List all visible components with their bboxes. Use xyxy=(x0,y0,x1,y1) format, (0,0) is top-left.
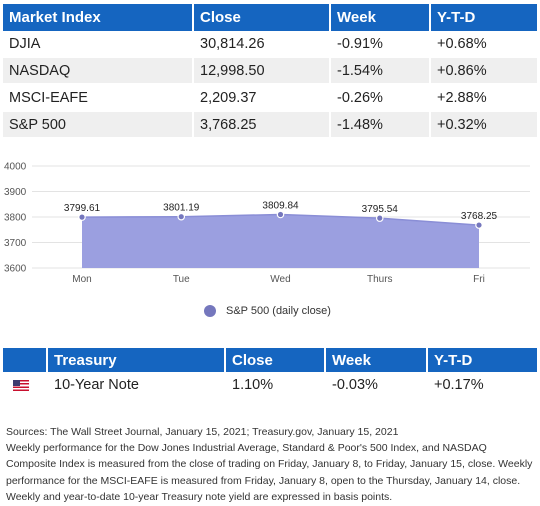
chart-area xyxy=(81,213,480,268)
x-tick-label: Tue xyxy=(173,274,190,285)
sources-note: Sources: The Wall Street Journal, Januar… xyxy=(6,426,399,438)
index-close: 12,998.50 xyxy=(193,57,331,85)
y-tick-label: 3600 xyxy=(4,264,27,275)
treasury-table-header: Treasury Close Week Y-T-D xyxy=(3,348,537,372)
data-point xyxy=(78,213,86,221)
data-point xyxy=(475,221,483,229)
index-week: -1.54% xyxy=(330,57,431,85)
index-ytd: +2.88% xyxy=(430,84,537,112)
treasury-close: 1.10% xyxy=(225,372,326,398)
data-point xyxy=(375,214,384,222)
data-label: 3799.61 xyxy=(64,203,101,214)
x-tick-label: Fri xyxy=(473,274,485,285)
index-ytd: +0.68% xyxy=(430,31,537,58)
header-market-index: Market Index xyxy=(3,4,194,31)
table-row: S&P 500 3,768.25 -1.48% +0.32% xyxy=(3,111,537,139)
sp500-area-chart: 3600 3700 3800 3900 4000 3799.61 Mon 3801.19 Tue… xyxy=(4,162,530,286)
x-tick-label: Wed xyxy=(270,274,290,285)
header-close: Close xyxy=(225,348,326,372)
y-tick-label: 3800 xyxy=(4,213,27,224)
treasury-table: Treasury Close Week Y-T-D 10-Year Note 1… xyxy=(3,348,537,398)
index-name: S&P 500 xyxy=(3,111,194,139)
index-name: DJIA xyxy=(3,31,194,58)
footnotes: Sources: The Wall Street Journal, Januar… xyxy=(6,424,534,505)
index-close: 3,768.25 xyxy=(193,111,331,139)
header-flag xyxy=(3,348,48,372)
header-treasury: Treasury xyxy=(47,348,226,372)
index-week: -0.26% xyxy=(330,84,431,112)
x-tick-label: Mon xyxy=(72,274,91,285)
data-label: 3768.25 xyxy=(461,211,498,222)
header-ytd: Y-T-D xyxy=(427,348,537,372)
y-tick-label: 3900 xyxy=(4,187,27,198)
chart-legend: S&P 500 (daily close) xyxy=(204,305,331,317)
us-flag-icon xyxy=(13,379,29,391)
header-week: Week xyxy=(325,348,428,372)
table-row: MSCI-EAFE 2,209.37 -0.26% +2.88% xyxy=(3,84,537,112)
header-ytd: Y-T-D xyxy=(430,4,537,31)
treasury-ytd: +0.17% xyxy=(427,372,537,398)
x-tick-label: Thurs xyxy=(367,274,393,285)
index-ytd: +0.86% xyxy=(430,57,537,85)
data-point xyxy=(276,210,285,219)
y-tick-label: 4000 xyxy=(4,162,27,173)
data-label: 3795.54 xyxy=(362,204,399,215)
header-week: Week xyxy=(330,4,431,31)
chart-markers xyxy=(78,210,483,229)
index-name: MSCI-EAFE xyxy=(3,84,194,112)
series-area xyxy=(82,214,479,268)
data-label: 3801.19 xyxy=(163,203,200,214)
chart-labels: 3600 3700 3800 3900 4000 3799.61 Mon 3801.19 Tue… xyxy=(4,162,498,286)
index-close: 30,814.26 xyxy=(193,31,331,58)
treasury-name: 10-Year Note xyxy=(47,372,226,398)
index-close: 2,209.37 xyxy=(193,84,331,112)
data-label: 3809.84 xyxy=(262,200,299,211)
market-table-header: Market Index Close Week Y-T-D xyxy=(3,4,537,31)
treasury-week: -0.03% xyxy=(325,372,428,398)
index-ytd: +0.32% xyxy=(430,111,537,139)
table-row: 10-Year Note 1.10% -0.03% +0.17% xyxy=(3,372,537,398)
index-week: -0.91% xyxy=(330,31,431,58)
methodology-note: Weekly performance for the Dow Jones Ind… xyxy=(6,442,533,503)
table-row: NASDAQ 12,998.50 -1.54% +0.86% xyxy=(3,57,537,85)
market-index-table: Market Index Close Week Y-T-D DJIA 30,81… xyxy=(3,4,537,139)
header-close: Close xyxy=(193,4,331,31)
legend-label: S&P 500 (daily close) xyxy=(226,305,331,317)
legend-marker xyxy=(204,305,216,317)
table-row: DJIA 30,814.26 -0.91% +0.68% xyxy=(3,31,537,58)
y-tick-label: 3700 xyxy=(4,238,27,249)
index-week: -1.48% xyxy=(330,111,431,139)
data-point xyxy=(177,212,186,221)
index-name: NASDAQ xyxy=(3,57,194,85)
